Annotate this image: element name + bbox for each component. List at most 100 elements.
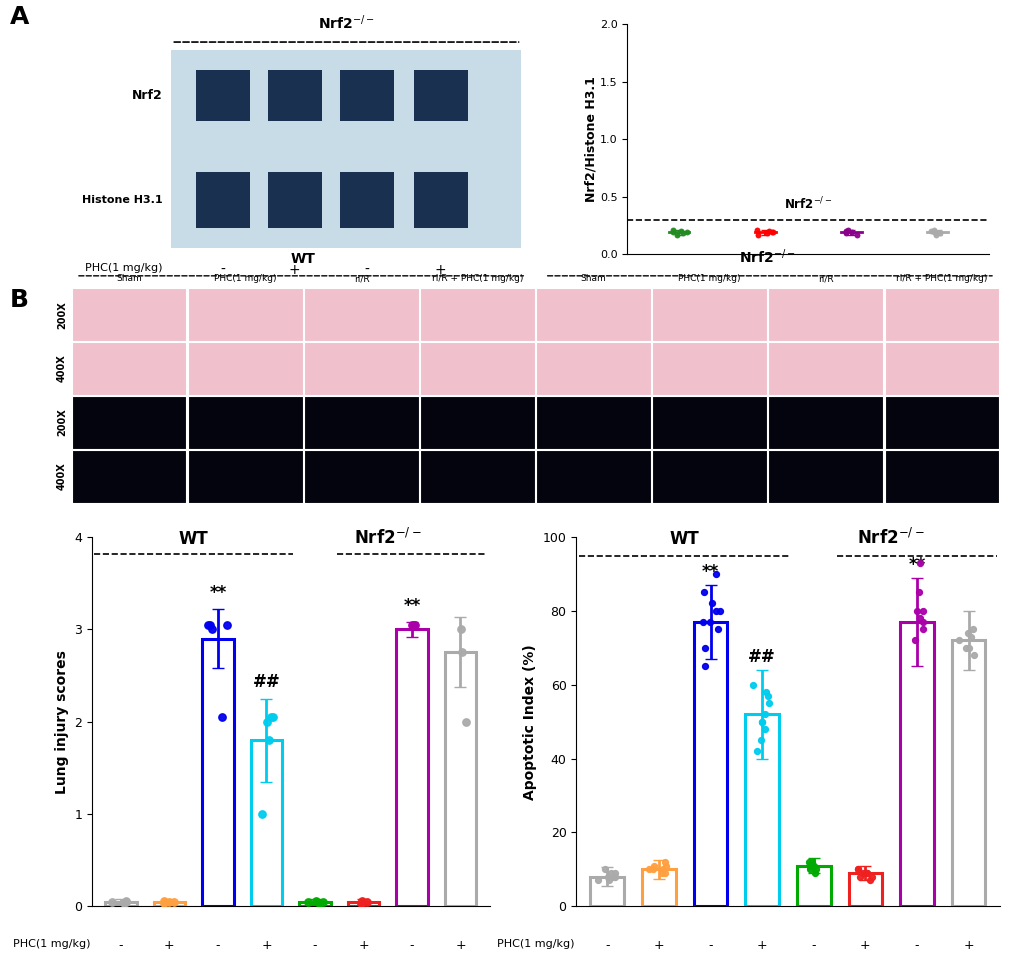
Point	[800, 854, 816, 870]
Text: Sham: Sham	[116, 274, 142, 284]
Text: A: A	[10, 5, 30, 29]
Text: rI/R: rI/R	[817, 274, 833, 284]
Point	[850, 862, 866, 877]
Bar	[189, 342, 303, 395]
Bar	[883, 450, 998, 503]
Bar	[189, 288, 303, 341]
Point	[914, 615, 930, 630]
Text: Nrf2: Nrf2	[131, 89, 162, 102]
Point	[907, 633, 923, 648]
Point	[406, 617, 422, 632]
Point	[311, 895, 327, 910]
Bar	[652, 396, 766, 449]
Text: rI/R: rI/R	[354, 274, 369, 284]
Bar	[420, 396, 534, 449]
Bar	[536, 450, 650, 503]
Point	[908, 603, 924, 619]
Text: PHC(1 mg/kg): PHC(1 mg/kg)	[214, 274, 276, 284]
Point	[156, 895, 172, 910]
Bar	[171, 50, 521, 248]
Point	[117, 893, 133, 908]
Point	[359, 894, 375, 909]
Text: 400X: 400X	[57, 462, 66, 490]
Bar	[767, 288, 881, 341]
Point	[748, 222, 764, 238]
Text: 400X: 400X	[57, 355, 66, 383]
Bar	[883, 342, 998, 395]
Point	[762, 224, 779, 240]
Text: +: +	[164, 940, 174, 952]
Bar	[767, 450, 881, 503]
Text: rI/R + PHC(1 mg/kg): rI/R + PHC(1 mg/kg)	[431, 274, 523, 284]
Point	[849, 862, 865, 877]
Point	[858, 865, 874, 880]
Point	[606, 865, 623, 880]
Bar	[590, 877, 624, 906]
Point	[911, 611, 927, 626]
Point	[672, 223, 688, 239]
Text: -: -	[220, 263, 225, 277]
Point	[843, 224, 859, 240]
Point	[697, 641, 713, 656]
Point	[656, 854, 673, 870]
Point	[960, 641, 976, 656]
Bar	[72, 288, 186, 341]
Point	[753, 713, 769, 729]
Text: +: +	[846, 318, 856, 332]
Text: PHC(1 mg/kg): PHC(1 mg/kg)	[13, 940, 91, 949]
Point	[260, 733, 276, 748]
Point	[645, 858, 661, 874]
Bar	[796, 866, 829, 906]
Text: **: **	[908, 556, 924, 573]
Bar	[304, 450, 418, 503]
Bar	[536, 288, 650, 341]
Point	[837, 225, 853, 241]
Text: -: -	[762, 318, 766, 332]
Point	[664, 222, 681, 238]
Bar	[536, 396, 650, 449]
Point	[749, 743, 765, 759]
Point	[861, 873, 877, 888]
Point	[258, 713, 274, 729]
Bar	[304, 342, 418, 395]
Point	[606, 869, 623, 884]
Bar	[268, 172, 321, 227]
Point	[965, 647, 981, 663]
Point	[837, 223, 853, 239]
Point	[801, 858, 817, 874]
Text: -: -	[410, 940, 414, 952]
Point	[756, 707, 772, 722]
Text: -: -	[677, 289, 681, 302]
Bar	[414, 172, 467, 227]
Text: -: -	[604, 940, 609, 952]
Point	[930, 225, 947, 241]
Point	[925, 224, 942, 240]
Point	[644, 862, 660, 877]
Point	[756, 721, 772, 737]
Bar	[339, 70, 393, 121]
Bar	[202, 639, 233, 906]
Point	[668, 227, 685, 243]
Point	[803, 854, 819, 870]
Bar	[693, 622, 727, 906]
Point	[925, 222, 942, 238]
Bar	[72, 342, 186, 395]
Bar	[72, 396, 186, 449]
Bar	[767, 396, 881, 449]
Point	[657, 858, 674, 874]
Point	[656, 865, 673, 880]
Point	[962, 629, 978, 644]
Text: Sham: Sham	[580, 274, 605, 284]
Point	[653, 865, 669, 880]
Bar	[339, 172, 393, 227]
Bar	[347, 901, 379, 906]
Point	[203, 621, 219, 637]
Text: Nrf2$^{-/-}$: Nrf2$^{-/-}$	[784, 196, 832, 213]
Point	[458, 713, 474, 729]
Bar	[883, 288, 998, 341]
Text: ##: ##	[253, 673, 280, 691]
Text: WT: WT	[290, 252, 316, 267]
Point	[707, 566, 723, 581]
Point	[757, 685, 773, 700]
Bar	[951, 641, 984, 906]
